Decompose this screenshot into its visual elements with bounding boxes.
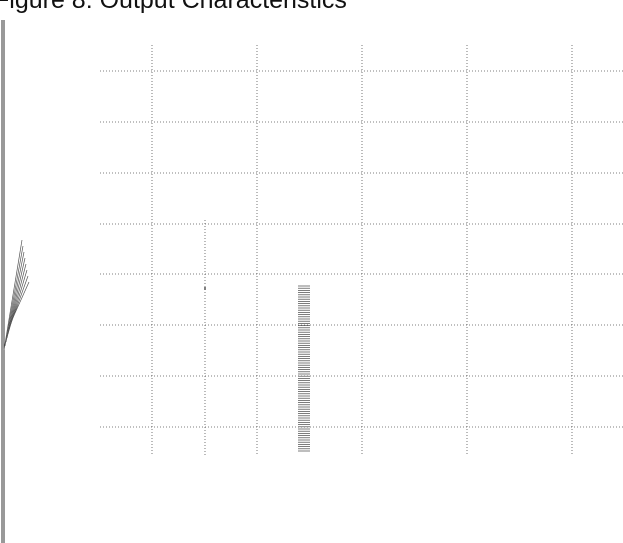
grid bbox=[100, 45, 623, 455]
diag-line bbox=[5, 251, 25, 343]
figure-title: Figure 8: Output Characteristics bbox=[0, 0, 347, 14]
diag-line bbox=[4, 245, 24, 347]
diag-line bbox=[6, 257, 26, 339]
diag-line bbox=[3, 239, 23, 351]
diagonal-strokes bbox=[3, 239, 30, 351]
hatch bbox=[298, 285, 310, 452]
diag-line bbox=[10, 281, 30, 323]
